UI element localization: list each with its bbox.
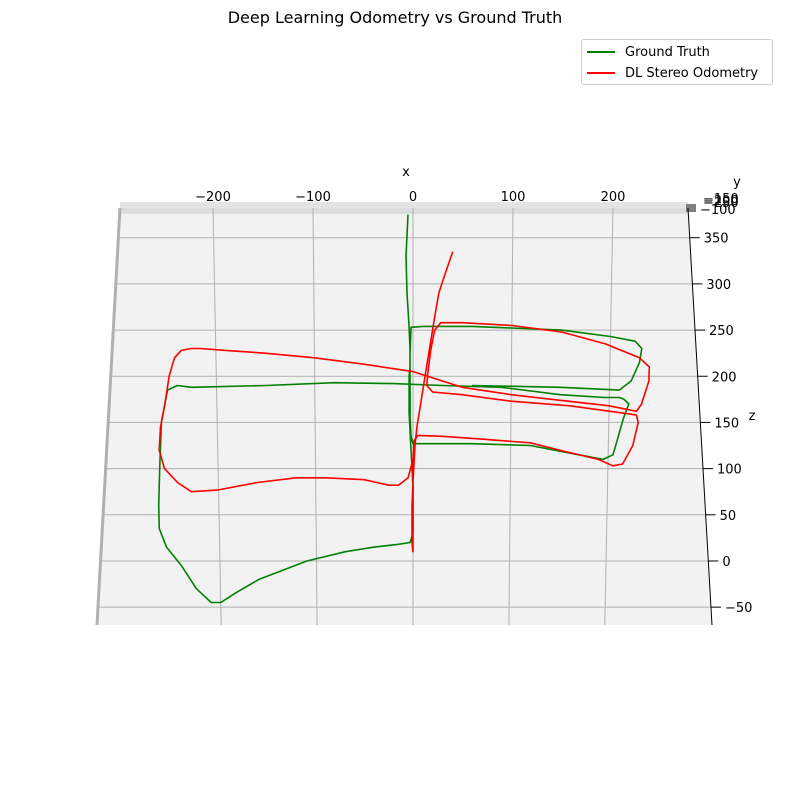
x-tick-label: 100 [501, 190, 526, 205]
y-tick-label: −100 [700, 203, 736, 218]
y-tick-label: −150 [703, 192, 739, 207]
legend-label-dl-stereo-odometry: DL Stereo Odometry [625, 65, 759, 81]
y-axis-label: y [733, 175, 741, 190]
chart-title: Deep Learning Odometry vs Ground Truth [227, 8, 563, 27]
grid [97, 207, 712, 626]
x-gridline [604, 207, 614, 626]
tick-labels: −200 −100 0 100 200x−150−200−250−100y3503002… [195, 165, 755, 616]
legend-swatch-dl-stereo-odometry [587, 72, 615, 74]
left-pane-edge [95, 207, 122, 626]
axes [95, 207, 713, 626]
z-tick-label: 0 [722, 555, 730, 570]
x-tick-label: 200 [601, 190, 626, 205]
x-gridline [312, 207, 318, 626]
z-tick-label: 350 [704, 232, 729, 247]
x-gridline [212, 207, 222, 626]
legend-swatch-ground-truth [587, 51, 615, 53]
z-axis-label: z [749, 409, 756, 424]
legend-item-ground-truth: Ground Truth [582, 42, 710, 62]
z-tick-label: 250 [709, 324, 734, 339]
back-pane [97, 208, 712, 625]
z-tick-label: 300 [706, 278, 731, 293]
y-tick-label: −250 [703, 196, 739, 211]
x-tick-label: −200 [195, 190, 231, 205]
z-tick-label: 50 [720, 509, 737, 524]
series-line-ground-truth [157, 214, 643, 604]
legend-item-dl-stereo-odometry: DL Stereo Odometry [582, 63, 758, 83]
legend-label-ground-truth: Ground Truth [625, 44, 710, 60]
axes-pane [97, 202, 712, 625]
series [157, 214, 651, 604]
z-tick-label: 200 [712, 370, 737, 385]
z-axis-line [687, 207, 713, 626]
z-tick-label: 150 [714, 416, 739, 431]
x-axis-label: x [402, 165, 410, 180]
series-line-dl-stereo-odometry [158, 251, 651, 553]
x-tick-label: −100 [295, 190, 331, 205]
y-tick-label: −200 [703, 194, 739, 209]
x-gridline [508, 207, 514, 626]
z-tick-label: −50 [725, 601, 752, 616]
z-tick-label: 100 [717, 463, 742, 478]
legend: Ground Truth DL Stereo Odometry [581, 39, 773, 85]
x-tick-label: 0 [409, 190, 417, 205]
